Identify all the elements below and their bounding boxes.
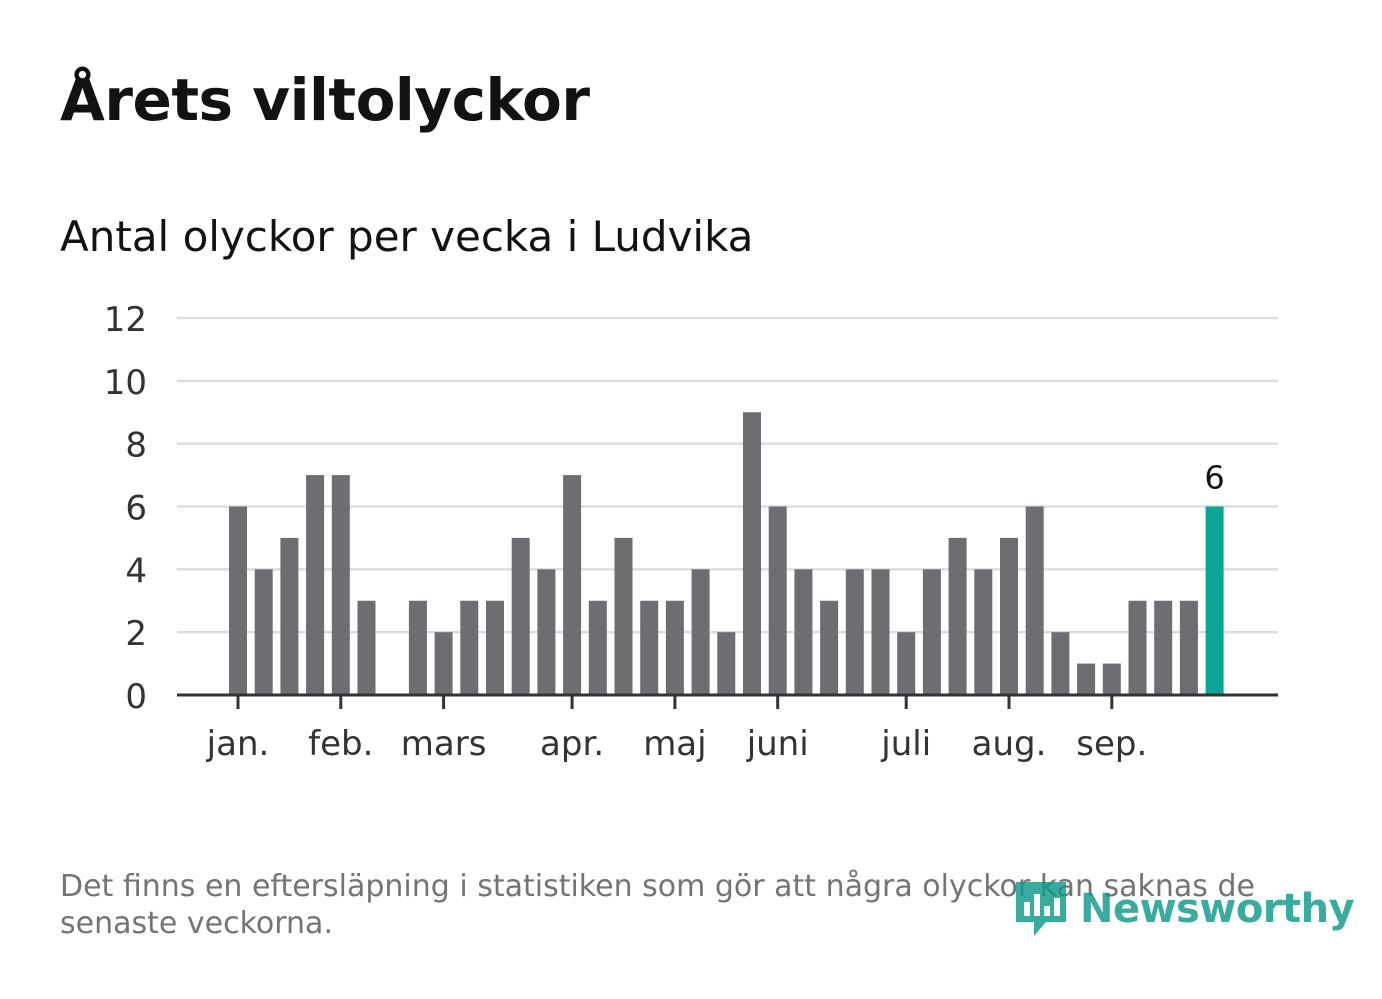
bar bbox=[820, 600, 839, 695]
bar bbox=[1000, 537, 1018, 695]
bar bbox=[743, 412, 761, 695]
y-axis-ticks: 0 2 4 6 8 10 12 bbox=[104, 300, 147, 717]
bar bbox=[1179, 600, 1198, 695]
x-tick-label: mars bbox=[401, 724, 487, 764]
bar bbox=[254, 569, 273, 695]
bar bbox=[460, 600, 479, 695]
y-tick-label: 8 bbox=[125, 426, 147, 466]
bar bbox=[614, 537, 633, 695]
bar-chart-badge-icon bbox=[1016, 882, 1066, 936]
bar bbox=[768, 506, 787, 695]
x-tick-label: feb. bbox=[308, 724, 373, 764]
bar bbox=[229, 506, 247, 695]
bar bbox=[717, 632, 736, 695]
bar bbox=[588, 600, 607, 695]
y-tick-label: 0 bbox=[125, 677, 147, 717]
bar bbox=[845, 569, 864, 695]
x-tick-label: aug. bbox=[972, 724, 1047, 764]
bar-highlight bbox=[1205, 506, 1224, 695]
bar bbox=[434, 632, 453, 695]
bar bbox=[640, 600, 659, 695]
y-tick-label: 4 bbox=[125, 551, 147, 591]
x-tick-label: jan. bbox=[206, 724, 270, 764]
bar bbox=[1051, 632, 1070, 695]
x-axis bbox=[177, 693, 1278, 709]
bars bbox=[229, 412, 1224, 695]
chart-subtitle: Antal olyckor per vecka i Ludvika bbox=[60, 212, 754, 261]
newsworthy-logo: Newsworthy bbox=[1012, 878, 1355, 940]
y-tick-label: 2 bbox=[125, 614, 147, 654]
bar bbox=[794, 569, 813, 695]
data-label: 6 bbox=[1204, 459, 1224, 497]
bar bbox=[357, 600, 376, 695]
x-tick-label: maj bbox=[643, 724, 706, 764]
bar bbox=[691, 569, 710, 695]
bar bbox=[948, 537, 967, 695]
logo-text: Newsworthy bbox=[1080, 886, 1355, 932]
bar bbox=[408, 600, 427, 695]
x-tick-label: juli bbox=[880, 724, 931, 764]
bar bbox=[665, 600, 684, 695]
bar bbox=[280, 537, 299, 695]
bar bbox=[1102, 663, 1121, 695]
bar bbox=[511, 537, 530, 695]
bar bbox=[897, 632, 916, 695]
x-tick-label: sep. bbox=[1076, 724, 1147, 764]
y-tick-label: 12 bbox=[104, 300, 147, 340]
bar bbox=[306, 475, 325, 695]
x-tick-label: apr. bbox=[540, 724, 604, 764]
bar bbox=[1128, 600, 1147, 695]
bar bbox=[1154, 600, 1173, 695]
bar bbox=[331, 475, 350, 695]
bar bbox=[537, 569, 556, 695]
x-tick-label: juni bbox=[746, 724, 809, 764]
y-tick-label: 6 bbox=[125, 489, 147, 529]
labels: jan. feb. mars apr. maj juni juli aug. sep. 6 bbox=[206, 459, 1225, 765]
bar bbox=[1077, 663, 1096, 695]
bar bbox=[1025, 506, 1044, 695]
bar bbox=[871, 569, 890, 695]
bar bbox=[563, 475, 582, 695]
bar bbox=[486, 600, 504, 695]
chart-title: Årets viltolyckor bbox=[60, 66, 590, 134]
y-tick-label: 10 bbox=[104, 363, 147, 403]
bar bbox=[922, 569, 941, 695]
bar bbox=[974, 569, 993, 695]
